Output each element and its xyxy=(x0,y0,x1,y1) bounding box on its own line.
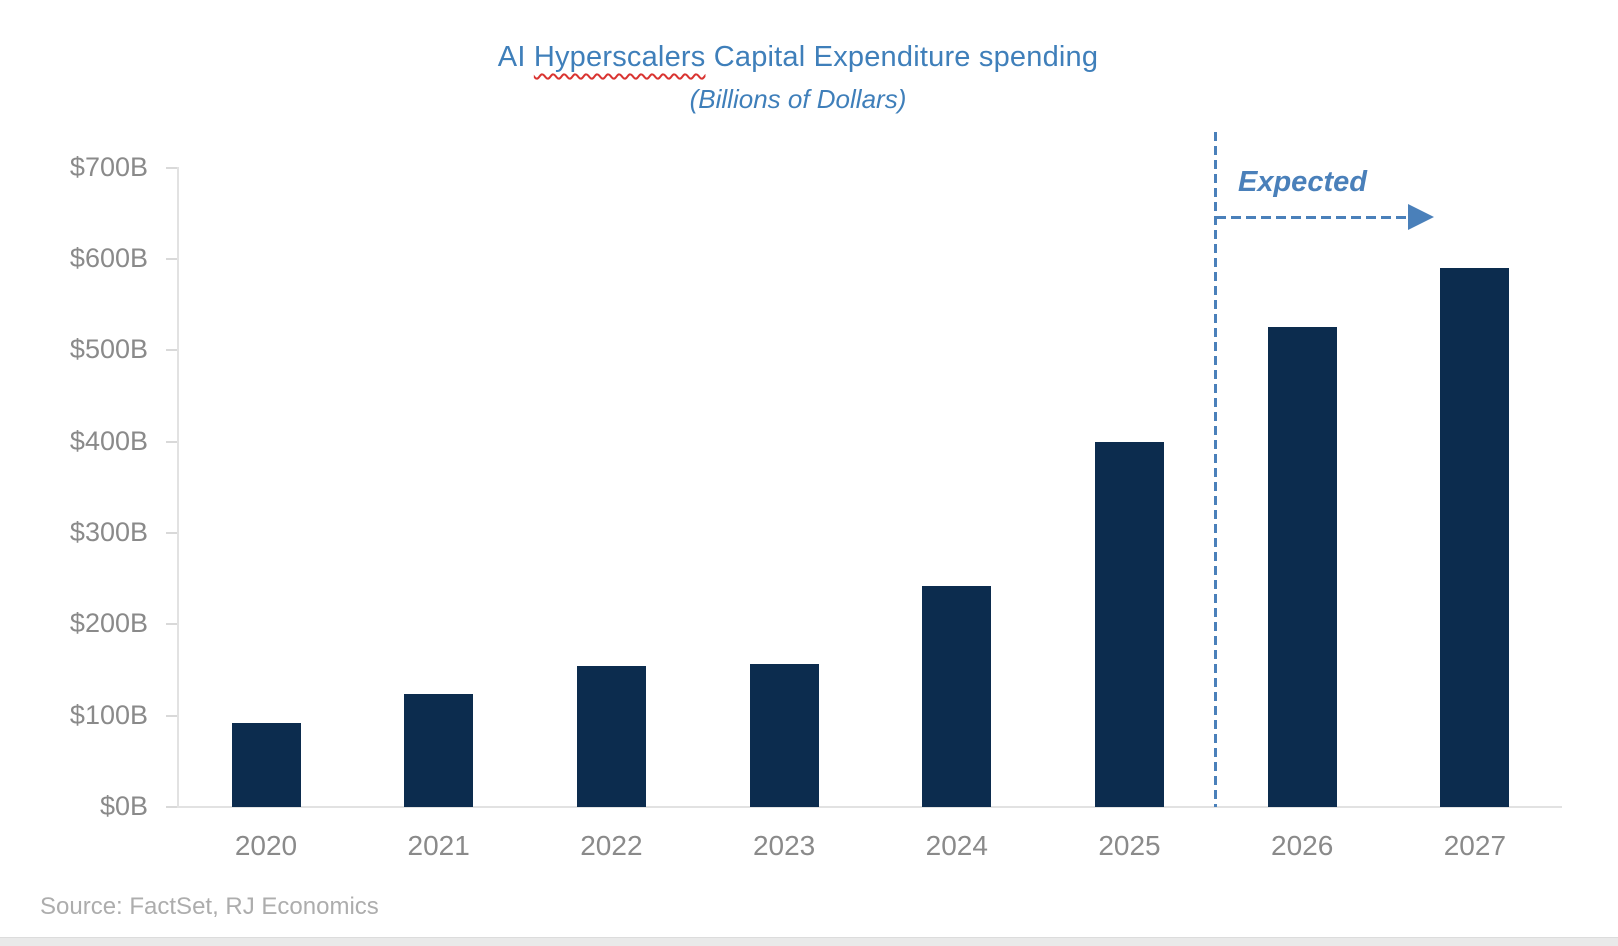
x-axis-label-2027: 2027 xyxy=(1443,830,1507,861)
expected-separator-line xyxy=(1214,132,1217,807)
chart-title: AI Hyperscalers Capital Expenditure spen… xyxy=(178,41,1418,74)
bar-2024 xyxy=(922,585,992,807)
y-axis-label: $200B xyxy=(69,608,148,639)
title-suffix: Capital Expenditure spending xyxy=(705,41,1099,73)
bottom-strip xyxy=(0,937,1618,946)
x-axis-label-2023: 2023 xyxy=(752,830,816,861)
bar-2027 xyxy=(1440,267,1510,807)
x-axis-line xyxy=(177,806,1562,808)
title-prefix: AI xyxy=(497,41,534,73)
x-axis-label-2026: 2026 xyxy=(1271,830,1334,861)
y-axis-label: $0B xyxy=(99,791,148,821)
y-axis-label: $700B xyxy=(69,151,148,182)
expected-arrowhead-icon xyxy=(1408,204,1434,230)
y-axis-label: $400B xyxy=(69,425,148,456)
y-axis-label: $300B xyxy=(69,516,148,547)
bar-2026 xyxy=(1267,327,1337,807)
y-axis-label: $100B xyxy=(69,699,148,730)
x-axis-label-2024: 2024 xyxy=(925,830,988,861)
y-axis-tick xyxy=(166,623,178,626)
x-axis-label-2022: 2022 xyxy=(580,830,643,861)
y-axis-tick xyxy=(166,714,178,717)
bar-2023 xyxy=(749,664,819,807)
x-axis-label-2021: 2021 xyxy=(407,830,470,861)
title-misspelled-word: Hyperscalers xyxy=(533,41,706,73)
y-axis-tick xyxy=(166,166,178,169)
bar-2021 xyxy=(404,693,474,807)
y-axis-label: $500B xyxy=(69,334,148,365)
y-axis-tick xyxy=(166,440,178,443)
y-axis-label: $600B xyxy=(69,242,148,273)
x-axis-label-2025: 2025 xyxy=(1098,830,1161,861)
y-axis-tick xyxy=(166,531,178,534)
expected-arrow xyxy=(1216,216,1408,219)
y-axis-tick xyxy=(166,806,178,808)
bar-2025 xyxy=(1095,441,1164,807)
bar-2020 xyxy=(231,722,301,807)
y-axis-tick xyxy=(166,257,178,260)
chart-subtitle: (Billions of Dollars) xyxy=(689,84,907,114)
bar-2022 xyxy=(576,666,646,807)
x-axis-label-2020: 2020 xyxy=(234,830,298,861)
y-axis-tick xyxy=(166,349,178,352)
source-note: Source: FactSet, RJ Economics xyxy=(40,893,379,920)
y-axis-line xyxy=(177,167,179,808)
expected-label: Expected xyxy=(1238,166,1367,198)
